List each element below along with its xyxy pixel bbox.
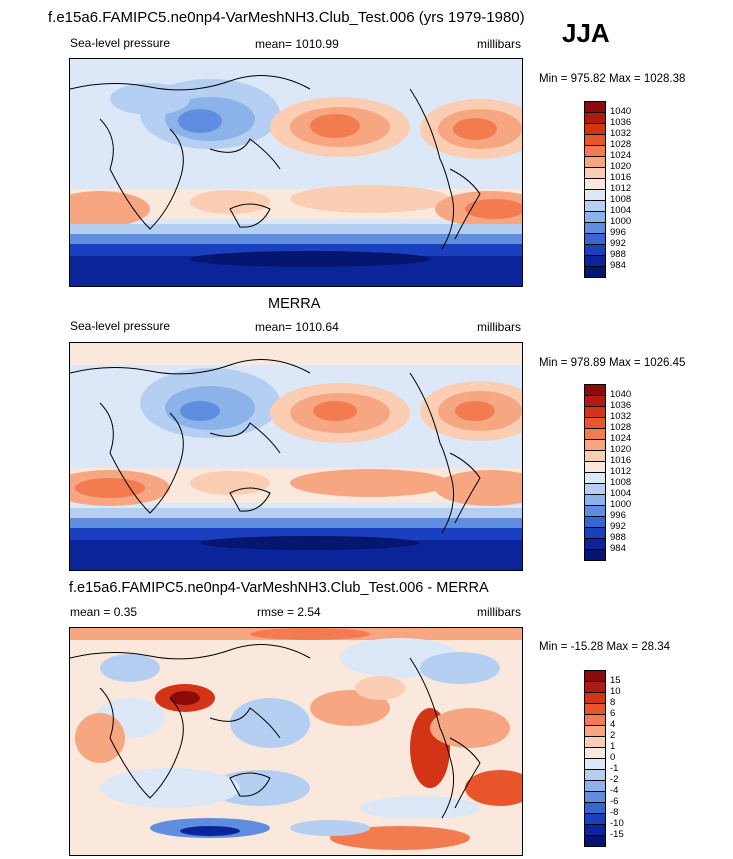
panel1-colorbar-tick: 1004 xyxy=(610,205,632,216)
panel2-colorbar-tick: 996 xyxy=(610,510,626,521)
panel2-colorbar-tick: 984 xyxy=(610,543,626,554)
panel3-colorbar-tick: -2 xyxy=(610,774,619,785)
panel3-colorbar-tick: 2 xyxy=(610,730,616,741)
panel2-variable-label: Sea-level pressure xyxy=(70,319,171,333)
panel1-colorbar-tick: 1012 xyxy=(610,183,632,194)
panel3-colorbar-tick: 15 xyxy=(610,675,621,686)
figure-title: f.e15a6.FAMIPC5.ne0np4-VarMeshNH3.Club_T… xyxy=(48,9,525,26)
panel2-heading: MERRA xyxy=(268,296,321,312)
panel2-colorbar-tick: 1036 xyxy=(610,400,632,411)
panel2-colorbar-tick: 992 xyxy=(610,521,626,532)
panel3-colorbar-tick: 8 xyxy=(610,697,616,708)
panel1-colorbar-tick: 1000 xyxy=(610,216,632,227)
panel1-colorbar-swatch xyxy=(584,266,606,278)
panel3-heading: f.e15a6.FAMIPC5.ne0np4-VarMeshNH3.Club_T… xyxy=(69,580,489,596)
panel2-units-label: millibars xyxy=(477,320,522,334)
panel3-colorbar-tick: -15 xyxy=(610,829,624,840)
panel2-colorbar-tick: 1028 xyxy=(610,422,632,433)
panel2-colorbar-tick: 1008 xyxy=(610,477,632,488)
panel1-colorbar-tick: 996 xyxy=(610,227,626,238)
panel2-colorbar-swatch xyxy=(584,549,606,561)
panel3-colorbar-tick: 6 xyxy=(610,708,616,719)
panel1-colorbar-tick: 988 xyxy=(610,249,626,260)
panel1-colorbar-tick: 1028 xyxy=(610,139,632,150)
panel3-units-label: millibars xyxy=(477,605,522,619)
panel1-colorbar-tick: 1024 xyxy=(610,150,632,161)
panel2-colorbar-tick: 1016 xyxy=(610,455,632,466)
panel1-colorbar-tick: 1016 xyxy=(610,172,632,183)
panel1-minmax: Min = 975.82 Max = 1028.38 xyxy=(539,73,686,85)
panel1-mean-label: mean= 1010.99 xyxy=(255,37,339,51)
panel1-colorbar-tick: 992 xyxy=(610,238,626,249)
panel3-colorbar-tick: -10 xyxy=(610,818,624,829)
panel3-minmax: Min = -15.28 Max = 28.34 xyxy=(539,641,671,653)
season-label: JJA xyxy=(562,18,610,48)
panel3-rmse-label: rmse = 2.54 xyxy=(257,605,321,619)
panel3-colorbar-tick: 10 xyxy=(610,686,621,697)
panel2-map-svg xyxy=(70,343,522,570)
panel2-colorbar-tick: 1020 xyxy=(610,444,632,455)
panel3-colorbar-tick: -4 xyxy=(610,785,619,796)
panel3-colorbar-tick: 4 xyxy=(610,719,616,730)
panel2-map xyxy=(69,342,523,571)
panel3-map xyxy=(69,627,523,856)
panel1-colorbar-tick: 984 xyxy=(610,260,626,271)
panel2-colorbar-tick: 1032 xyxy=(610,411,632,422)
panel2-colorbar-tick: 1012 xyxy=(610,466,632,477)
panel2-minmax: Min = 978.89 Max = 1026.45 xyxy=(539,357,686,369)
panel3-mean-label: mean = 0.35 xyxy=(70,605,138,619)
panel1-colorbar-tick: 1008 xyxy=(610,194,632,205)
panel3-colorbar-tick: -1 xyxy=(610,763,619,774)
panel1-variable-label: Sea-level pressure xyxy=(70,36,171,50)
panel3-map-svg xyxy=(70,628,522,855)
panel3-colorbar-tick: -8 xyxy=(610,807,619,818)
panel3-colorbar-tick: -6 xyxy=(610,796,619,807)
panel3-colorbar-swatch xyxy=(584,835,606,847)
panel2-colorbar-tick: 988 xyxy=(610,532,626,543)
panel1-colorbar-tick: 1032 xyxy=(610,128,632,139)
panel3-colorbar-tick: 1 xyxy=(610,741,616,752)
panel1-colorbar-tick: 1040 xyxy=(610,106,632,117)
panel2-colorbar-tick: 1024 xyxy=(610,433,632,444)
panel1-colorbar-tick: 1020 xyxy=(610,161,632,172)
panel2-mean-label: mean= 1010.64 xyxy=(255,320,339,334)
panel1-colorbar-tick: 1036 xyxy=(610,117,632,128)
panel2-colorbar-tick: 1040 xyxy=(610,389,632,400)
panel1-map xyxy=(69,58,523,287)
panel2-colorbar-tick: 1004 xyxy=(610,488,632,499)
panel2-colorbar-tick: 1000 xyxy=(610,499,632,510)
panel1-units-label: millibars xyxy=(477,37,522,51)
panel1-map-svg xyxy=(70,59,522,286)
panel3-colorbar-tick: 0 xyxy=(610,752,616,763)
